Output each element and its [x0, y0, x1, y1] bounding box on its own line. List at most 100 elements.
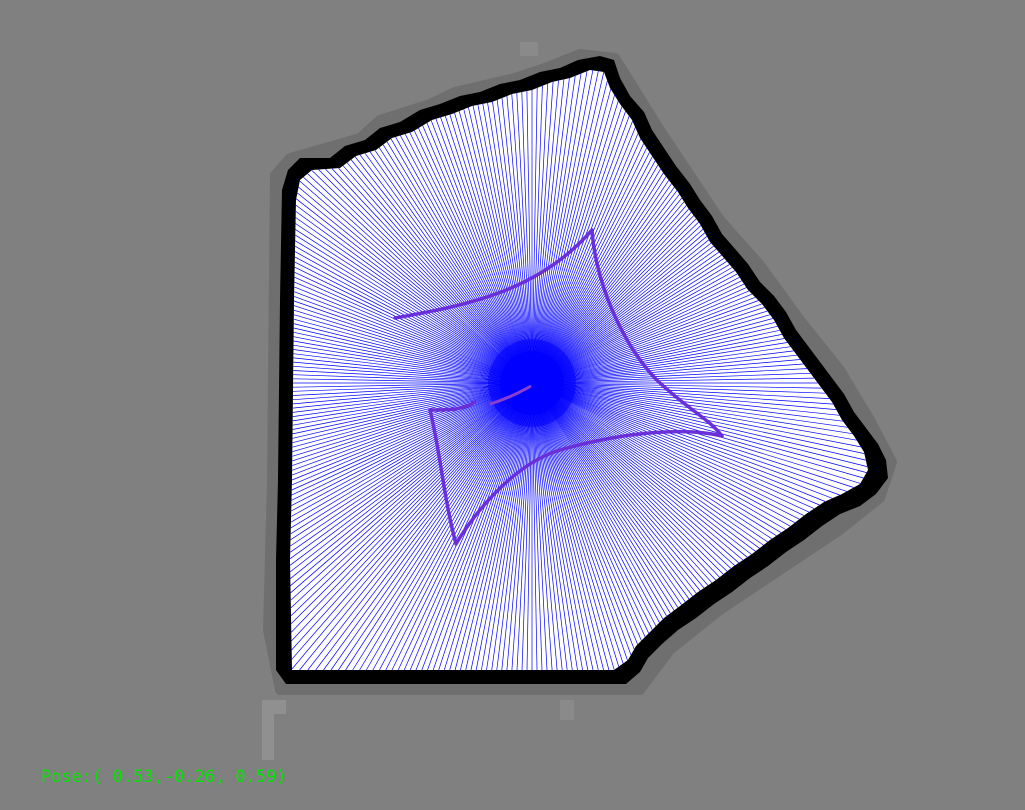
laser-beam: [454, 112, 533, 384]
laser-beam: [531, 382, 638, 645]
laser-beam: [415, 382, 533, 671]
laser-beam: [531, 382, 830, 399]
laser-beam: [290, 382, 533, 616]
laser-beam: [290, 382, 533, 517]
laser-beam: [290, 382, 533, 547]
laser-beam: [506, 95, 533, 384]
laser-beam: [531, 372, 811, 384]
laser-beam: [531, 382, 701, 591]
laser-beam: [531, 111, 626, 384]
laser-beam: [531, 382, 543, 671]
laser-beam: [330, 382, 533, 671]
laser-beam: [295, 229, 533, 384]
laser-beam: [350, 159, 533, 384]
laser-beam: [342, 165, 533, 384]
laser-beam: [531, 382, 861, 448]
laser-beam: [531, 382, 568, 671]
laser-beam: [531, 382, 748, 558]
laser-beam: [299, 180, 533, 384]
laser-beam: [290, 382, 533, 625]
laser-beam: [422, 125, 533, 384]
laser-beam: [531, 127, 636, 384]
laser-beam: [531, 382, 583, 671]
laser-beam: [531, 116, 630, 384]
laser-beam: [290, 382, 533, 609]
laser-beam: [531, 382, 682, 605]
laser-beam: [531, 382, 705, 589]
laser-beam: [386, 141, 533, 384]
map-viewport[interactable]: Pose:( 0.53,-0.26, 0.59): [0, 0, 1025, 787]
laser-beam: [531, 382, 709, 586]
laser-beam: [521, 382, 533, 671]
laser-beam: [531, 382, 800, 520]
free-space: [290, 70, 868, 670]
laser-beam: [531, 382, 840, 496]
occupancy-map: [262, 49, 897, 760]
laser-beam: [385, 382, 533, 671]
laser-beam: [295, 223, 533, 384]
laser-beam: [531, 382, 868, 467]
laser-beam: [295, 217, 533, 384]
laser-beam: [289, 382, 533, 573]
laser-beam: [390, 138, 533, 384]
laser-beam: [531, 382, 744, 561]
laser-beam: [374, 150, 533, 384]
laser-beam: [526, 382, 533, 671]
laser-beam: [531, 359, 801, 384]
laser-beam: [531, 382, 635, 650]
laser-beam: [531, 382, 810, 513]
laser-beam: [409, 382, 533, 671]
laser-beam: [369, 151, 533, 384]
laser-beam: [531, 382, 620, 667]
laser-beam: [531, 382, 632, 655]
laser-beam: [460, 382, 533, 671]
laser-beam: [290, 382, 533, 579]
laser-beam: [531, 382, 833, 499]
laser-beam: [531, 382, 578, 671]
laser-beam: [291, 382, 533, 496]
laser-beam: [531, 382, 805, 516]
laser-beam: [325, 168, 533, 384]
laser-beam: [531, 382, 671, 614]
laser-beam: [438, 382, 533, 671]
laser-beam: [364, 153, 533, 384]
laser-beam: [409, 132, 533, 384]
laser-beam: [468, 107, 533, 384]
laser-beam: [531, 382, 563, 671]
laser-beam: [427, 382, 533, 671]
laser-beam: [531, 382, 843, 422]
laser-beam: [465, 382, 533, 671]
laser-beam: [531, 382, 840, 416]
laser-beam: [531, 382, 834, 405]
laser-beam: [531, 382, 724, 575]
laser-beam: [531, 382, 610, 671]
laser-beam: [531, 382, 548, 671]
laser-beam: [470, 382, 533, 671]
laser-beam: [531, 377, 815, 384]
laser-beam: [418, 127, 533, 384]
laser-beam: [531, 100, 619, 384]
laser-beam: [482, 103, 533, 384]
laser-beam: [526, 90, 533, 384]
laser-beam: [294, 266, 533, 384]
laser-beam: [430, 120, 533, 384]
laser-beam: [531, 382, 720, 578]
laser-beam: [400, 135, 533, 384]
laser-beam: [477, 104, 533, 384]
laser-beam: [531, 75, 576, 384]
laser-beam: [449, 114, 533, 384]
laser-beam: [359, 382, 533, 671]
laser-beam: [432, 382, 533, 671]
laser-beam: [531, 382, 553, 671]
laser-beam: [531, 89, 612, 384]
laser-beam: [531, 382, 594, 671]
laser-beam: [496, 99, 533, 384]
laser-beam: [395, 136, 533, 384]
laser-beam: [511, 382, 533, 671]
laser-beam: [413, 130, 533, 384]
laser-beam: [531, 382, 693, 597]
laser-beam: [307, 173, 533, 384]
laser-beam: [531, 121, 633, 384]
laser-beam: [338, 167, 533, 384]
laser-beam: [295, 234, 533, 384]
